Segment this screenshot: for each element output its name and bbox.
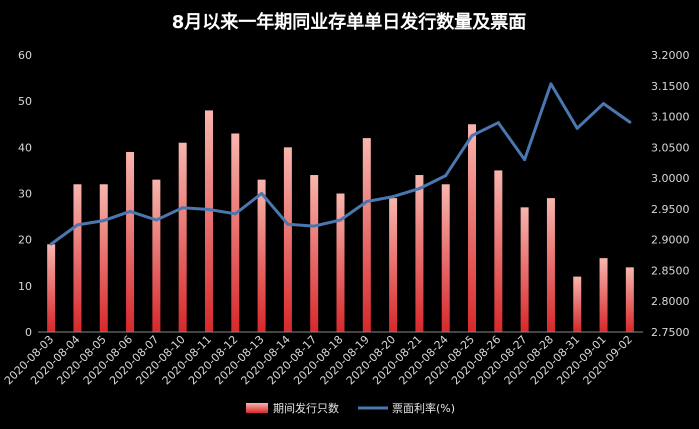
bar [468, 124, 477, 332]
right-tick-label: 2.8000 [651, 295, 690, 308]
bar [152, 179, 161, 332]
left-tick-label: 0 [25, 326, 32, 339]
rate-point [470, 134, 474, 138]
bar [231, 133, 240, 332]
rate-point [575, 126, 579, 130]
line-series [49, 82, 632, 246]
bar [441, 184, 450, 332]
rate-point [444, 174, 448, 178]
rate-point [365, 200, 369, 204]
rate-point [628, 120, 632, 124]
right-tick-label: 3.2000 [651, 49, 690, 62]
left-tick-label: 60 [18, 49, 32, 62]
rate-point [181, 206, 185, 210]
right-tick-label: 2.9500 [651, 203, 690, 216]
rate-point [260, 192, 264, 195]
right-tick-label: 2.8500 [651, 264, 690, 277]
bar [310, 175, 319, 332]
x-axis: 2020-08-032020-08-042020-08-052020-08-06… [2, 331, 643, 387]
left-tick-label: 20 [18, 234, 32, 247]
right-tick-label: 2.7500 [651, 326, 690, 339]
bar [573, 276, 582, 332]
bar [546, 198, 555, 332]
right-tick-label: 3.1500 [651, 80, 690, 93]
bar [73, 184, 82, 332]
right-tick-label: 3.0500 [651, 141, 690, 154]
rate-point [102, 219, 106, 223]
left-tick-label: 40 [18, 141, 32, 154]
right-tick-label: 3.1000 [651, 111, 690, 124]
left-axis: 0 10 20 30 40 50 60 [18, 49, 32, 339]
bar [494, 170, 503, 332]
rate-point [75, 223, 79, 227]
chart-title: 8月以来一年期同业存单单日发行数量及票面 [172, 11, 527, 33]
bar [126, 151, 135, 332]
legend-bar-swatch [246, 403, 268, 413]
bar [599, 258, 608, 332]
bar [415, 175, 424, 332]
legend: 期间发行只数 票面利率(%) [246, 401, 455, 415]
rate-point [549, 82, 553, 86]
rate-point [207, 208, 211, 212]
bar [625, 267, 634, 332]
rate-point [233, 212, 237, 216]
left-tick-label: 10 [18, 280, 32, 293]
bar [178, 142, 187, 332]
rate-point [523, 158, 527, 162]
left-tick-label: 30 [18, 188, 32, 201]
rate-point [312, 224, 316, 228]
bar-series [47, 110, 634, 333]
rate-point [128, 209, 132, 213]
right-tick-label: 2.9000 [651, 234, 690, 247]
rate-point [339, 218, 342, 222]
rate-point [286, 222, 290, 226]
right-tick-label: 3.0000 [651, 172, 690, 185]
rate-point [417, 187, 421, 191]
bar [283, 147, 292, 332]
bar [336, 193, 345, 332]
bar [99, 184, 108, 332]
right-axis: 2.7500 2.8000 2.8500 2.9000 2.9500 3.0000 3.05… [651, 49, 690, 339]
bar [204, 110, 213, 333]
legend-line-label: 票面利率(%) [392, 401, 455, 415]
legend-bar-label: 期间发行只数 [273, 401, 339, 415]
bar [47, 244, 56, 332]
rate-point [49, 242, 53, 246]
rate-point [154, 218, 158, 222]
rate-point [496, 121, 500, 125]
rate-point [602, 102, 606, 106]
bar [362, 138, 371, 332]
bar [257, 179, 266, 332]
left-tick-label: 50 [18, 95, 32, 108]
bar [520, 207, 529, 332]
bar [389, 198, 398, 332]
rate-point [391, 195, 395, 199]
